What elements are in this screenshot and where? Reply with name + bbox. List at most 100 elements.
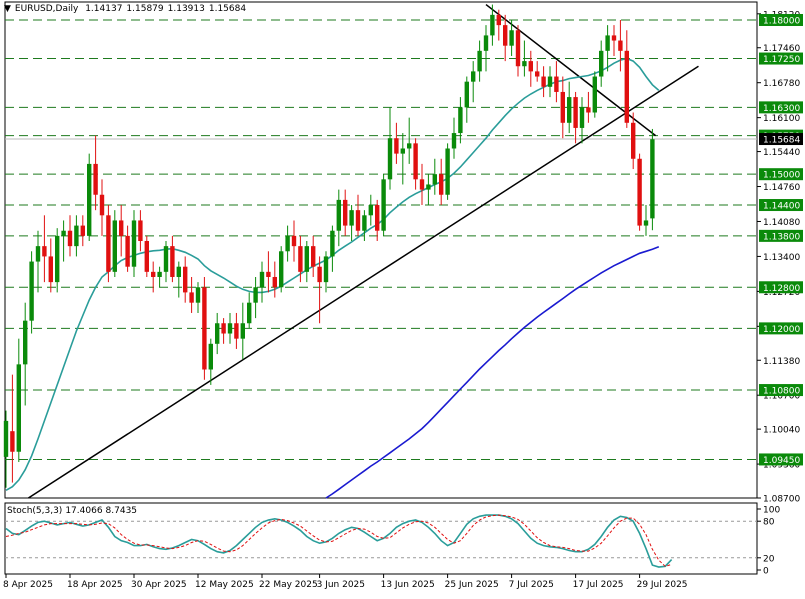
candle-body — [547, 76, 553, 87]
level-label: 1.14400 — [759, 199, 803, 212]
candle — [483, 25, 489, 72]
candle-body — [119, 220, 124, 236]
level-label-bg — [759, 322, 803, 335]
candle — [10, 374, 15, 483]
candle — [131, 210, 137, 277]
candle — [432, 158, 437, 195]
candle — [554, 61, 559, 103]
candle — [272, 261, 277, 298]
candle-body — [144, 241, 149, 272]
candle-body — [131, 220, 137, 267]
candle — [343, 189, 348, 236]
y-tick-label: 1.16780 — [763, 79, 800, 89]
candle-body — [10, 431, 15, 452]
candle — [445, 143, 450, 200]
candle — [611, 25, 617, 56]
candle — [74, 215, 79, 257]
candle — [247, 292, 252, 329]
candle — [599, 40, 604, 87]
candle — [330, 225, 335, 272]
high-value: 1.15879 — [126, 4, 164, 14]
candle — [285, 225, 290, 262]
candle-body — [202, 287, 207, 370]
level-label-bg — [759, 281, 803, 294]
candles — [3, 4, 655, 488]
x-tick-label: 12 May 2025 — [195, 580, 254, 590]
candle-body — [29, 261, 34, 321]
candle — [157, 266, 162, 288]
candle — [605, 25, 610, 72]
candle-body — [413, 143, 418, 180]
candle-body — [195, 287, 201, 303]
candle — [183, 256, 188, 303]
candle — [579, 97, 585, 144]
level-label: 1.16300 — [759, 101, 803, 114]
stoch-panel-frame — [4, 502, 758, 575]
candle — [311, 235, 316, 277]
candle — [643, 205, 649, 236]
candle-body — [311, 246, 316, 267]
candle — [336, 189, 341, 247]
candle-body — [253, 287, 258, 303]
y-tick-label: 1.10040 — [763, 426, 800, 436]
level-label-text: 1.18000 — [763, 16, 800, 26]
candle — [624, 30, 629, 128]
chart-header: ▼ EURUSD,Daily 1.14137 1.15879 1.13913 1.156… — [4, 4, 250, 14]
candle — [163, 241, 169, 283]
x-tick-label: 7 Jul 2025 — [509, 580, 554, 590]
candle — [426, 174, 431, 206]
candle — [42, 215, 47, 283]
candle-body — [381, 179, 386, 231]
level-label-bg — [759, 13, 803, 26]
stoch-y-tick-label: 20 — [763, 554, 775, 564]
candle — [144, 235, 149, 277]
candle — [93, 135, 98, 211]
candle-body — [336, 199, 341, 231]
level-label-bg — [759, 168, 803, 181]
candle-body — [272, 276, 277, 288]
collapse-triangle-icon[interactable]: ▼ — [4, 4, 11, 14]
candle — [586, 91, 591, 123]
candle-body — [35, 246, 41, 262]
candle-body — [605, 35, 610, 51]
candle-body — [42, 246, 47, 257]
level-label: 1.17250 — [759, 52, 803, 65]
candle — [381, 174, 386, 236]
candle — [464, 76, 469, 123]
candle-body — [477, 50, 482, 72]
candle — [80, 215, 85, 247]
level-label-bg — [759, 229, 803, 242]
candle-body — [55, 235, 60, 283]
candle-body — [157, 271, 162, 277]
y-tick-label: 1.09360 — [763, 461, 800, 471]
candle — [317, 256, 322, 324]
candle — [170, 235, 175, 283]
candle-body — [528, 61, 533, 72]
level-label: 1.13800 — [759, 229, 803, 242]
level-label-bg — [759, 101, 803, 114]
stoch-name: Stoch(5,3,3) — [7, 506, 63, 516]
candle-body — [112, 220, 117, 272]
candle-body — [535, 71, 540, 77]
candle-body — [560, 91, 565, 123]
x-tick-label: 30 Apr 2025 — [131, 580, 187, 590]
candle-body — [618, 40, 623, 51]
level-label-text: 1.16300 — [763, 104, 800, 114]
candle — [451, 117, 457, 159]
candle-body — [349, 210, 354, 226]
y-tick-label: 1.17460 — [763, 44, 800, 54]
stoch-d-line — [5, 514, 672, 567]
y-tick-label: 1.14080 — [763, 218, 800, 228]
candle-body — [93, 163, 98, 195]
candle — [61, 220, 66, 262]
candle-body — [343, 199, 348, 226]
candle — [368, 194, 373, 226]
candle — [29, 251, 34, 334]
candle-body — [247, 302, 252, 324]
candle-body — [567, 97, 572, 123]
price-axis: 1.181201.174601.167801.161001.154401.147… — [757, 10, 800, 505]
stochastic-oscillator: 100 80 20 0 — [5, 506, 780, 577]
